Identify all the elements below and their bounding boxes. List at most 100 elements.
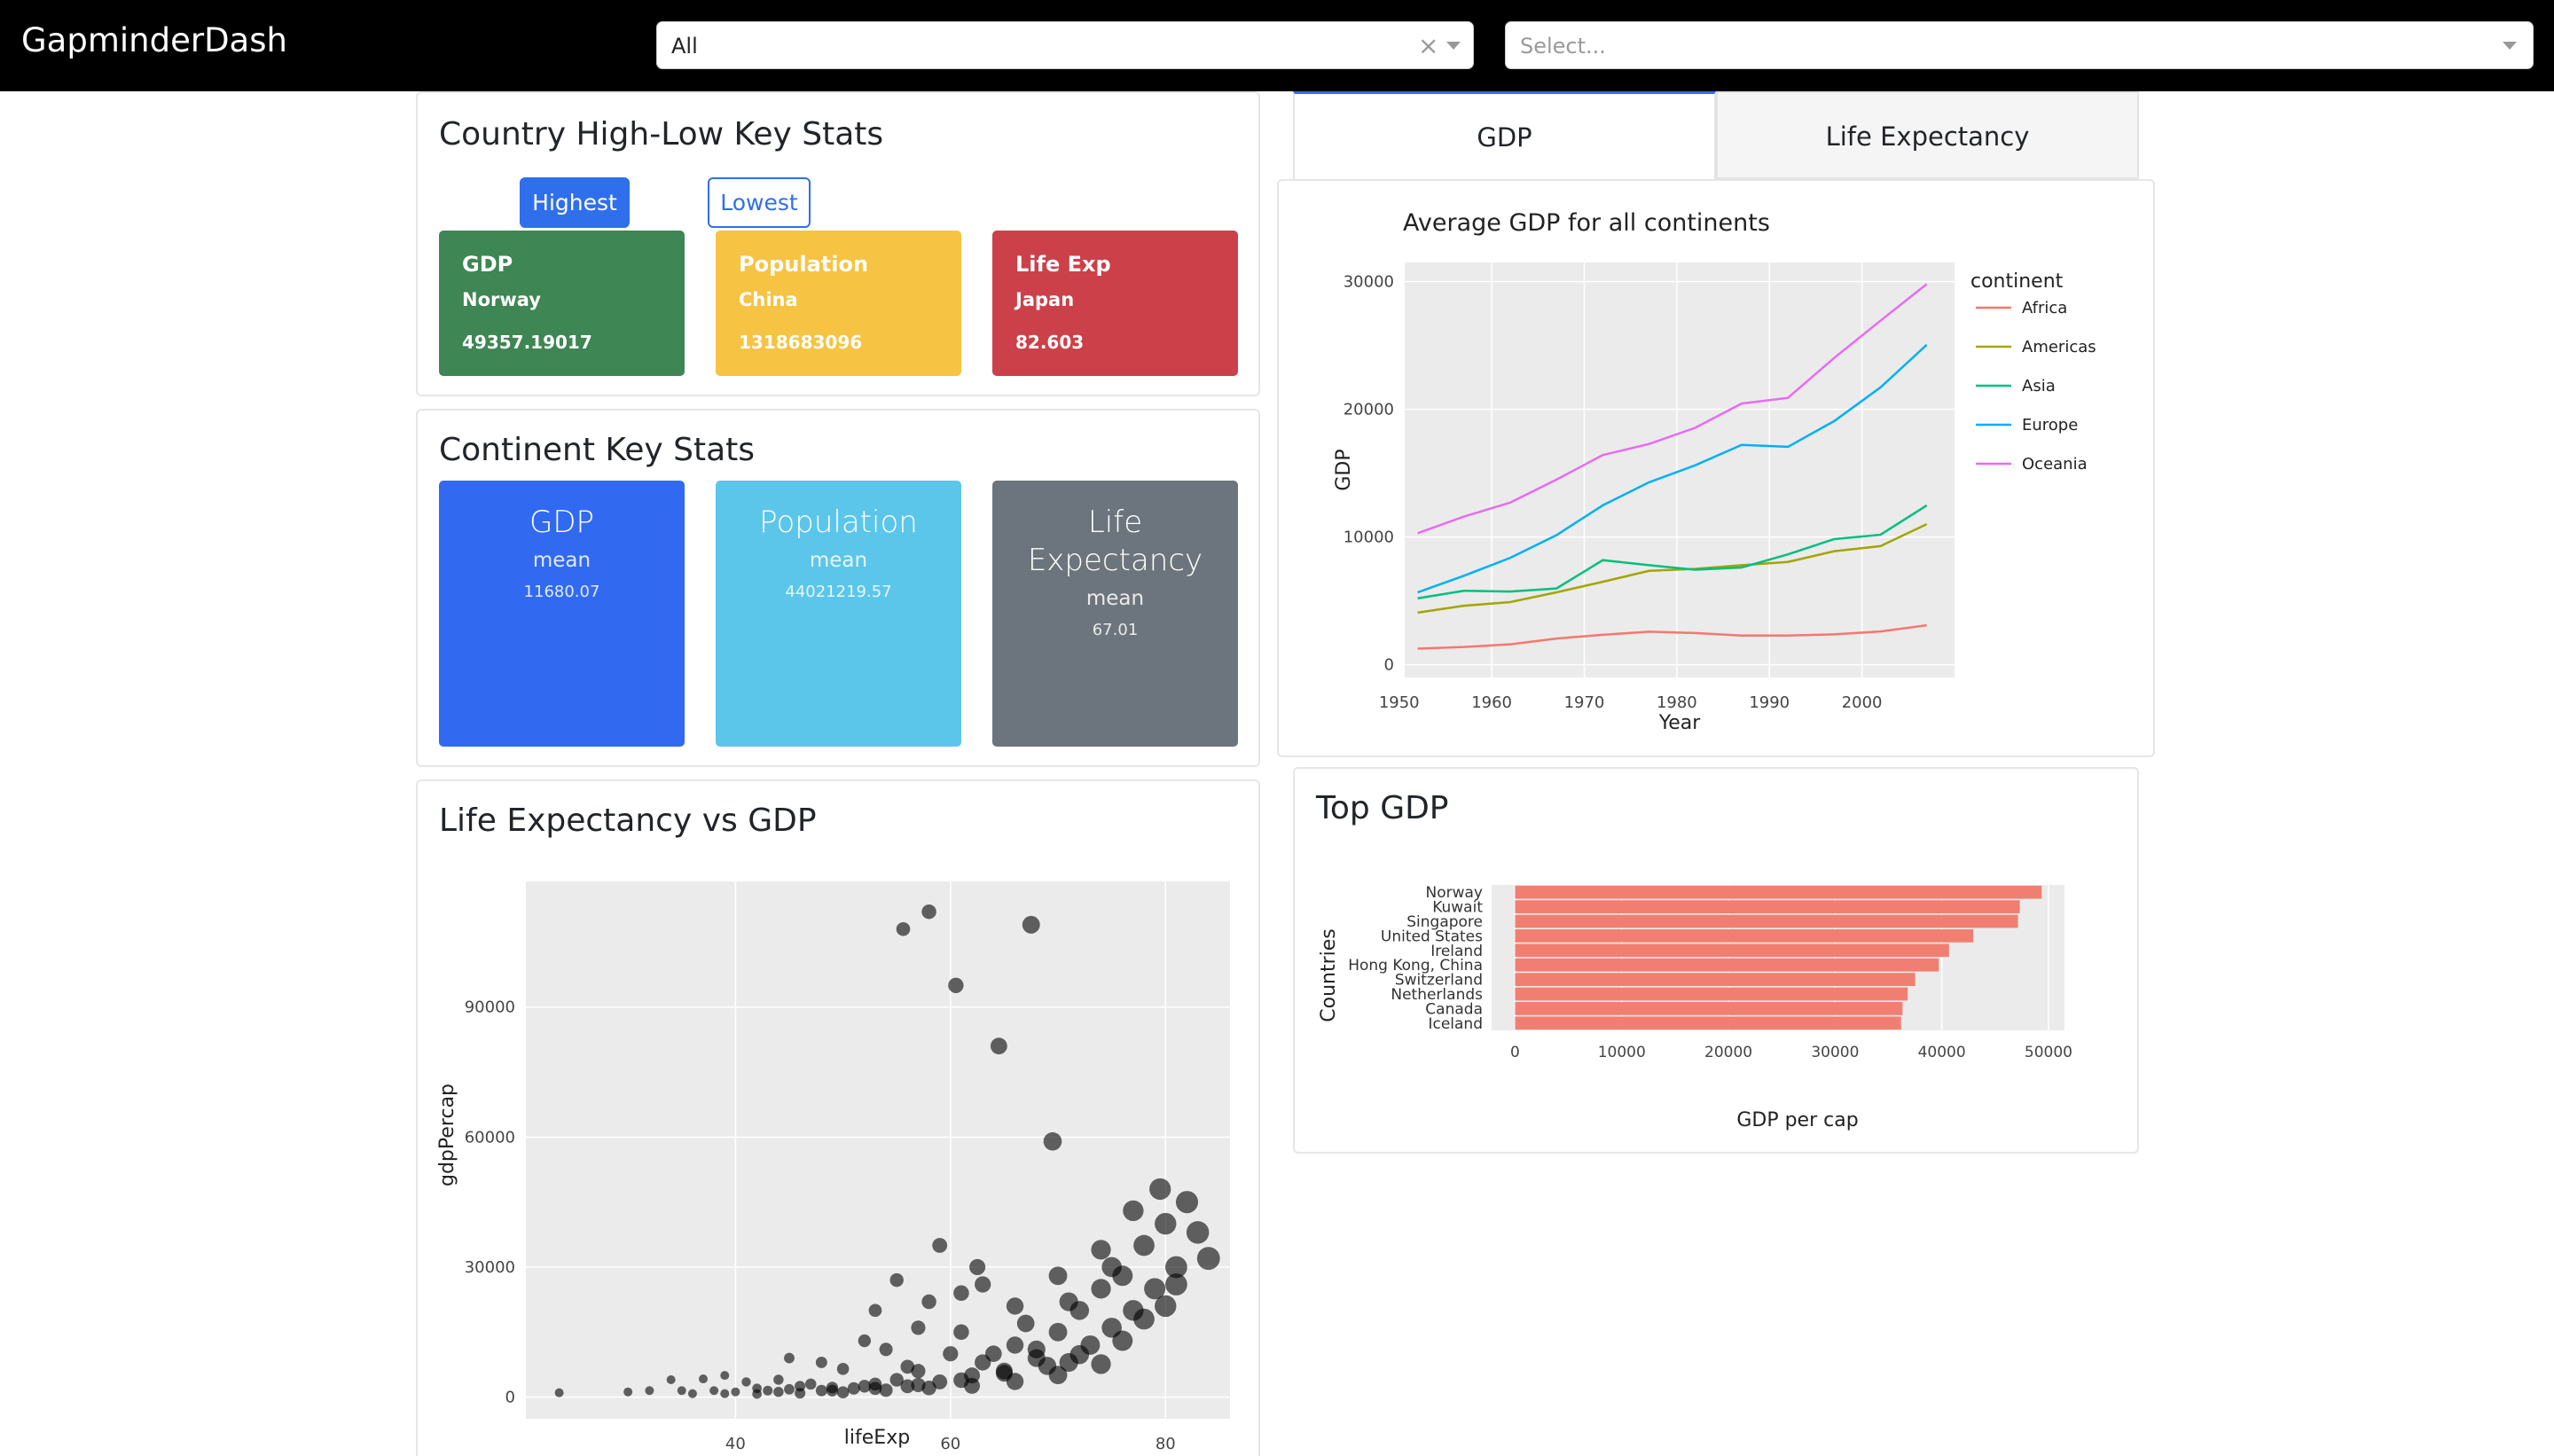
scatter-point[interactable] xyxy=(953,1324,969,1341)
scatter-point[interactable] xyxy=(896,921,911,936)
legend-item-americas[interactable]: Americas xyxy=(2022,338,2096,356)
bar[interactable] xyxy=(1515,900,2020,913)
scatter-point[interactable] xyxy=(969,1258,986,1276)
series-line-africa[interactable] xyxy=(1417,623,1927,650)
scatter-point[interactable] xyxy=(984,1345,1002,1363)
scatter-point[interactable] xyxy=(795,1388,806,1399)
series-line-europe[interactable] xyxy=(1417,343,1928,594)
bar[interactable] xyxy=(1515,987,1908,1001)
scatter-point[interactable] xyxy=(720,1389,730,1398)
legend-item-europe[interactable]: Europe xyxy=(2022,416,2078,434)
scatter-point[interactable] xyxy=(1123,1200,1144,1222)
scatter-point[interactable] xyxy=(1016,1314,1035,1333)
scatter-point[interactable] xyxy=(1022,915,1040,934)
scatter-point[interactable] xyxy=(932,1238,948,1253)
scatter-point[interactable] xyxy=(1196,1247,1220,1271)
scatter-point[interactable] xyxy=(784,1383,795,1395)
scatter-point[interactable] xyxy=(889,1373,904,1387)
legend-item-oceania[interactable]: Oceania xyxy=(2022,455,2088,474)
scatter-point[interactable] xyxy=(1186,1221,1210,1244)
scatter-point[interactable] xyxy=(921,904,936,920)
scatter-point[interactable] xyxy=(1133,1308,1155,1330)
scatter-point[interactable] xyxy=(948,977,964,993)
scatter-point[interactable] xyxy=(953,1372,969,1389)
scatter-point[interactable] xyxy=(687,1389,697,1398)
scatter-point[interactable] xyxy=(731,1387,740,1397)
scatter-point[interactable] xyxy=(879,1383,893,1397)
scatter-point[interactable] xyxy=(1165,1256,1187,1279)
country-dropdown[interactable]: Select... xyxy=(1505,21,2534,69)
scatter-point[interactable] xyxy=(720,1371,730,1381)
scatter-point[interactable] xyxy=(868,1382,882,1396)
scatter-point[interactable] xyxy=(836,1386,850,1398)
scatter-point[interactable] xyxy=(666,1375,676,1385)
chevron-down-icon[interactable] xyxy=(1446,42,1461,50)
scatter-point[interactable] xyxy=(900,1359,915,1374)
scatter-point[interactable] xyxy=(773,1386,784,1397)
scatter-point[interactable] xyxy=(554,1388,564,1397)
scatter-point[interactable] xyxy=(677,1386,686,1396)
bar[interactable] xyxy=(1515,914,2018,928)
scatter-point[interactable] xyxy=(858,1380,872,1393)
scatter-point[interactable] xyxy=(911,1377,926,1392)
scatter-point[interactable] xyxy=(847,1382,860,1395)
gdp-line-chart[interactable]: Average GDP for all continents 1950 1960 1… xyxy=(1279,181,2153,755)
scatter-point[interactable] xyxy=(995,1365,1013,1382)
bar[interactable] xyxy=(1515,943,1949,958)
series-line-oceania[interactable] xyxy=(1417,283,1928,535)
scatter-point[interactable] xyxy=(1155,1295,1177,1318)
scatter-point[interactable] xyxy=(709,1386,719,1396)
scatter-point[interactable] xyxy=(943,1346,959,1362)
scatter-point[interactable] xyxy=(858,1334,872,1348)
scatter-chart[interactable]: 40 60 80 0 30000 60000 90000 lifeExp gdpPercap xyxy=(418,851,1258,1456)
scatter-point[interactable] xyxy=(1165,1273,1187,1296)
scatter-point[interactable] xyxy=(1091,1354,1111,1374)
bar[interactable] xyxy=(1515,973,1916,986)
top-gdp-chart[interactable]: 0 10000 20000 30000 40000 50000 NorwayKuwaitSi… xyxy=(1295,851,2137,1135)
scatter-point[interactable] xyxy=(879,1342,893,1357)
scatter-point[interactable] xyxy=(1112,1330,1133,1351)
bar[interactable] xyxy=(1515,929,1974,943)
scatter-point[interactable] xyxy=(826,1384,839,1397)
scatter-point[interactable] xyxy=(699,1374,709,1384)
lowest-button[interactable]: Lowest xyxy=(708,177,811,228)
highest-button[interactable]: Highest xyxy=(520,177,630,228)
scatter-point[interactable] xyxy=(645,1386,654,1396)
scatter-point[interactable] xyxy=(1175,1191,1199,1214)
scatter-point[interactable] xyxy=(975,1276,991,1293)
scatter-point[interactable] xyxy=(1038,1357,1057,1375)
scatter-point[interactable] xyxy=(763,1385,773,1396)
scatter-point[interactable] xyxy=(1059,1292,1078,1311)
scatter-point[interactable] xyxy=(1027,1340,1046,1358)
scatter-point[interactable] xyxy=(1043,1131,1062,1151)
scatter-point[interactable] xyxy=(911,1364,926,1379)
clear-icon[interactable]: × xyxy=(1418,31,1439,60)
scatter-point[interactable] xyxy=(1069,1344,1090,1365)
scatter-point[interactable] xyxy=(921,1294,936,1310)
bar[interactable] xyxy=(1515,885,2042,899)
tab-life-expectancy[interactable]: Life Expectancy xyxy=(1716,91,2139,179)
scatter-point[interactable] xyxy=(1048,1266,1068,1286)
chevron-down-icon[interactable] xyxy=(2503,42,2517,50)
scatter-point[interactable] xyxy=(1048,1322,1068,1342)
bar[interactable] xyxy=(1515,958,1939,972)
continent-dropdown[interactable]: All × xyxy=(656,21,1474,69)
scatter-point[interactable] xyxy=(953,1285,969,1302)
scatter-point[interactable] xyxy=(741,1377,751,1387)
scatter-point[interactable] xyxy=(773,1374,784,1385)
scatter-point[interactable] xyxy=(932,1374,948,1389)
scatter-point[interactable] xyxy=(911,1320,926,1335)
scatter-point[interactable] xyxy=(1155,1212,1177,1235)
scatter-point[interactable] xyxy=(868,1303,882,1318)
bar[interactable] xyxy=(1515,1002,1903,1015)
scatter-point[interactable] xyxy=(990,1037,1007,1055)
scatter-point[interactable] xyxy=(623,1387,633,1397)
scatter-point[interactable] xyxy=(1144,1278,1166,1300)
scatter-point[interactable] xyxy=(1091,1279,1111,1299)
scatter-point[interactable] xyxy=(1149,1178,1171,1201)
scatter-point[interactable] xyxy=(784,1352,795,1364)
scatter-point[interactable] xyxy=(1091,1240,1111,1260)
legend-item-asia[interactable]: Asia xyxy=(2022,377,2056,395)
tab-gdp[interactable]: GDP xyxy=(1293,91,1716,179)
scatter-point[interactable] xyxy=(1006,1336,1024,1354)
